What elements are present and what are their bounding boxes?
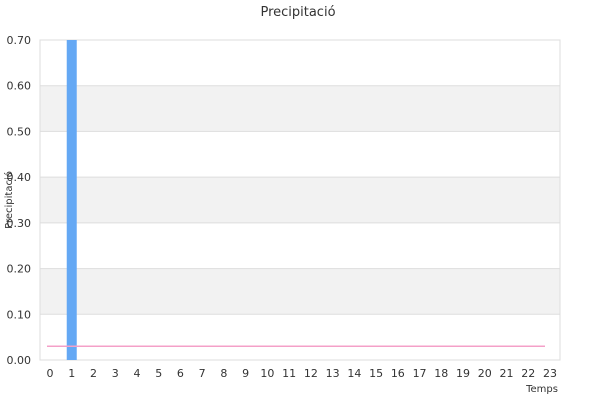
x-tick-label: 20 (478, 367, 492, 380)
plot-band (40, 131, 560, 178)
gridlines (39, 39, 561, 361)
x-tick-label: 14 (347, 367, 361, 380)
x-tick-label: 23 (543, 367, 557, 380)
x-tick-label: 7 (199, 367, 206, 380)
x-tick-label: 13 (326, 367, 340, 380)
plot-band (40, 222, 560, 269)
x-tick-label: 0 (47, 367, 54, 380)
y-axis-title: Precipitació (3, 171, 15, 229)
bar (66, 40, 77, 360)
y-axis-ticks: 0.00 0.10 0.20 0.30 0.40 0.50 0.60 0.70 (7, 34, 32, 367)
bar-series (66, 40, 77, 360)
y-tick-label: 0.50 (7, 125, 32, 138)
y-tick-label: 0.10 (7, 308, 32, 321)
x-axis-ticks: 0 1 2 3 4 5 6 7 8 9 10 11 12 13 14 15 16 17 18 19 20 21 22 23 (47, 367, 558, 380)
x-tick-label: 21 (500, 367, 514, 380)
x-tick-label: 4 (133, 367, 140, 380)
plot-band (40, 268, 560, 315)
x-tick-label: 5 (155, 367, 162, 380)
x-tick-label: 2 (90, 367, 97, 380)
plot-band (40, 40, 560, 86)
plot-band (40, 314, 560, 360)
x-tick-label: 17 (413, 367, 427, 380)
plot-band (40, 85, 560, 132)
x-tick-label: 3 (112, 367, 119, 380)
y-tick-label: 0.60 (7, 80, 32, 93)
x-tick-label: 9 (242, 367, 249, 380)
x-tick-label: 16 (391, 367, 405, 380)
x-tick-label: 6 (177, 367, 184, 380)
x-tick-label: 1 (68, 367, 75, 380)
plot-band (40, 177, 560, 223)
x-tick-label: 12 (304, 367, 318, 380)
y-tick-label: 0.70 (7, 34, 32, 47)
x-tick-label: 19 (456, 367, 470, 380)
y-tick-label: 0.20 (7, 263, 32, 276)
x-tick-label: 10 (260, 367, 274, 380)
chart-title: Precipitació (260, 5, 335, 20)
x-tick-label: 15 (369, 367, 383, 380)
x-tick-label: 18 (434, 367, 448, 380)
x-tick-label: 11 (282, 367, 296, 380)
plot-bands (40, 40, 560, 360)
x-tick-label: 8 (220, 367, 227, 380)
y-tick-label: 0.30 (7, 217, 32, 230)
plot-frame (39, 39, 561, 361)
y-tick-label: 0.40 (7, 171, 32, 184)
y-tick-label: 0.00 (7, 354, 32, 367)
x-tick-label: 22 (521, 367, 535, 380)
x-axis-title: Temps (525, 384, 558, 395)
